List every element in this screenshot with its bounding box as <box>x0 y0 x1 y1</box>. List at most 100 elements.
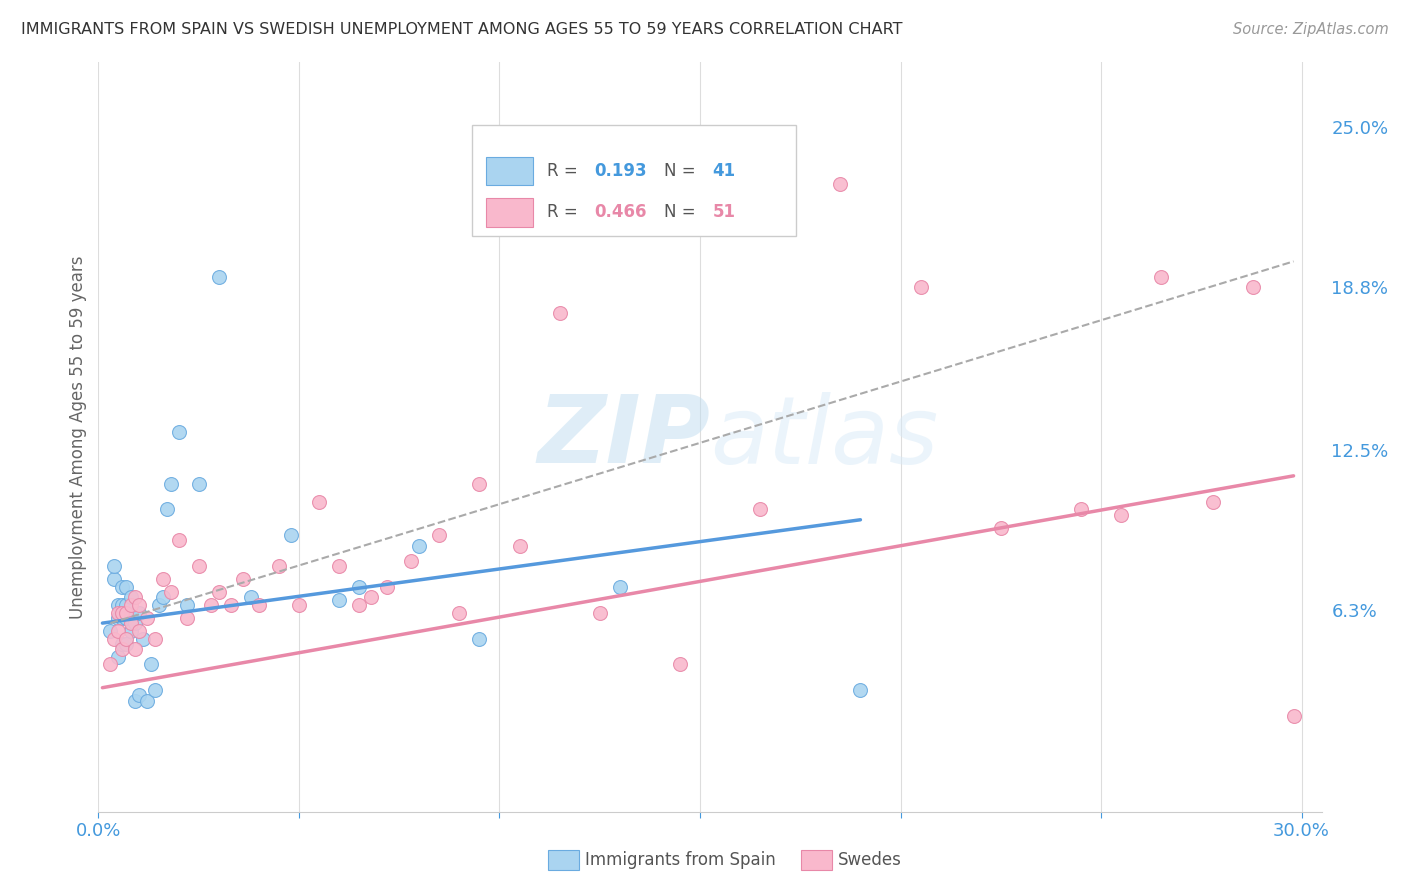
Point <box>107 598 129 612</box>
Point <box>120 624 142 638</box>
Point <box>167 533 190 548</box>
Point <box>830 177 852 191</box>
Point <box>111 637 134 651</box>
Point <box>135 611 157 625</box>
Point <box>187 559 209 574</box>
Point <box>200 598 222 612</box>
Point <box>468 476 491 491</box>
Point <box>288 598 311 612</box>
Point <box>176 598 198 612</box>
Point <box>124 642 146 657</box>
Point <box>120 591 142 605</box>
Point <box>124 616 146 631</box>
Point <box>219 598 242 612</box>
Point <box>135 693 157 707</box>
Point <box>669 657 692 672</box>
Text: N =: N = <box>664 162 700 180</box>
Text: IMMIGRANTS FROM SPAIN VS SWEDISH UNEMPLOYMENT AMONG AGES 55 TO 59 YEARS CORRELAT: IMMIGRANTS FROM SPAIN VS SWEDISH UNEMPLO… <box>21 22 903 37</box>
Point <box>111 580 134 594</box>
Point <box>120 611 142 625</box>
Point <box>167 425 190 439</box>
Point <box>107 606 129 620</box>
Point <box>128 598 150 612</box>
Point <box>152 591 174 605</box>
Point <box>111 642 134 657</box>
Point <box>247 598 270 612</box>
Point <box>143 632 166 646</box>
Text: 41: 41 <box>713 162 735 180</box>
Point <box>468 632 491 646</box>
Point <box>509 539 531 553</box>
Point <box>408 539 430 553</box>
Text: R =: R = <box>547 162 583 180</box>
Point <box>347 598 370 612</box>
Point <box>103 572 125 586</box>
Point <box>176 611 198 625</box>
Text: ZIP: ZIP <box>537 391 710 483</box>
Point <box>100 624 122 638</box>
Point <box>139 657 162 672</box>
Point <box>208 585 231 599</box>
Point <box>609 580 631 594</box>
Point <box>103 632 125 646</box>
Text: atlas: atlas <box>710 392 938 483</box>
Point <box>111 598 134 612</box>
Point <box>128 606 150 620</box>
Point <box>187 476 209 491</box>
Point <box>749 502 772 516</box>
Point <box>159 585 181 599</box>
Point <box>360 591 382 605</box>
Point <box>328 559 350 574</box>
Point <box>1070 502 1092 516</box>
Point <box>267 559 290 574</box>
Point <box>239 591 262 605</box>
Point <box>124 591 146 605</box>
Point <box>115 606 138 620</box>
Text: R =: R = <box>547 203 583 221</box>
Point <box>1150 269 1173 284</box>
Point <box>152 572 174 586</box>
Point <box>143 683 166 698</box>
Point <box>107 649 129 664</box>
Point <box>990 520 1012 534</box>
Point <box>115 598 138 612</box>
FancyBboxPatch shape <box>471 126 796 236</box>
Point <box>328 592 350 607</box>
Point <box>208 269 231 284</box>
Point <box>128 624 150 638</box>
Point <box>111 606 134 620</box>
Text: 51: 51 <box>713 203 735 221</box>
Point <box>124 693 146 707</box>
Point <box>232 572 254 586</box>
Text: 0.193: 0.193 <box>593 162 647 180</box>
Point <box>548 306 571 320</box>
Point <box>159 476 181 491</box>
Point <box>115 637 138 651</box>
Point <box>589 606 612 620</box>
Point <box>115 611 138 625</box>
Point <box>308 494 330 508</box>
Point <box>399 554 422 568</box>
Point <box>120 598 142 612</box>
Point <box>910 280 932 294</box>
Point <box>1202 494 1225 508</box>
Point <box>347 580 370 594</box>
Point <box>280 528 302 542</box>
Point <box>148 598 170 612</box>
Point <box>1109 508 1132 522</box>
Point <box>131 632 153 646</box>
Point <box>103 559 125 574</box>
Point <box>1282 709 1305 723</box>
Bar <box>486 198 533 227</box>
Text: 0.466: 0.466 <box>593 203 647 221</box>
Point <box>111 611 134 625</box>
Point <box>427 528 450 542</box>
Point <box>115 580 138 594</box>
Point <box>107 624 129 638</box>
Point <box>449 606 471 620</box>
Point <box>115 632 138 646</box>
Point <box>375 580 398 594</box>
Point <box>128 689 150 703</box>
Bar <box>486 157 533 186</box>
Text: Immigrants from Spain: Immigrants from Spain <box>585 851 776 869</box>
